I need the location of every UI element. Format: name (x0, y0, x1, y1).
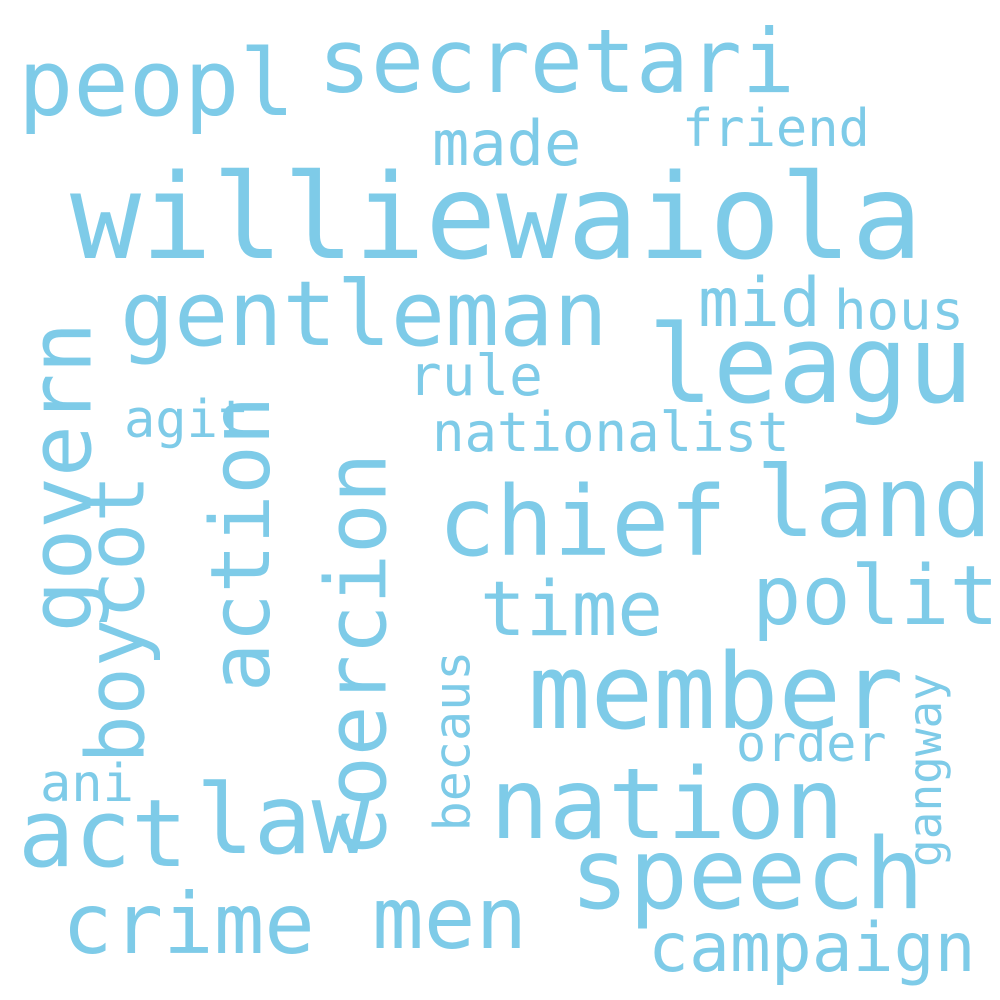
word-gangway: gangway (897, 673, 952, 867)
word-coercion: coercion (307, 452, 406, 858)
word-gentleman: gentleman (120, 262, 608, 367)
word-rule: rule (408, 344, 543, 409)
word-nation: nation (490, 748, 845, 862)
word-crime: crime (62, 875, 315, 973)
word-agit: agit (124, 390, 250, 450)
word-action: action (194, 395, 290, 693)
word-ani: ani (40, 754, 134, 814)
word-friend: friend (682, 99, 870, 159)
word-secretari: secretari (318, 10, 795, 113)
word-peopl: peopl (18, 30, 295, 137)
word-boycot: boycot (69, 474, 163, 764)
word-law: law (196, 764, 370, 876)
word-men: men (372, 869, 528, 969)
word-speech: speech (570, 818, 925, 932)
word-campaign: campaign (648, 909, 976, 988)
word-mid: mid (698, 264, 821, 343)
word-time: time (480, 564, 664, 653)
word-nationalist: nationalist (432, 401, 790, 464)
word-hous: hous (834, 279, 965, 342)
word-leagu: leagu (648, 303, 974, 428)
word-chief: chief (438, 466, 727, 578)
word-act: act (18, 780, 188, 889)
word-land: land (756, 446, 993, 560)
word-polit: polit (752, 549, 999, 644)
word-member: member (528, 631, 904, 753)
word-order: order (736, 715, 887, 773)
word-becaus: becaus (423, 650, 482, 832)
word-williewaiola: williewaiola (70, 148, 923, 286)
word-made: made (432, 107, 582, 180)
